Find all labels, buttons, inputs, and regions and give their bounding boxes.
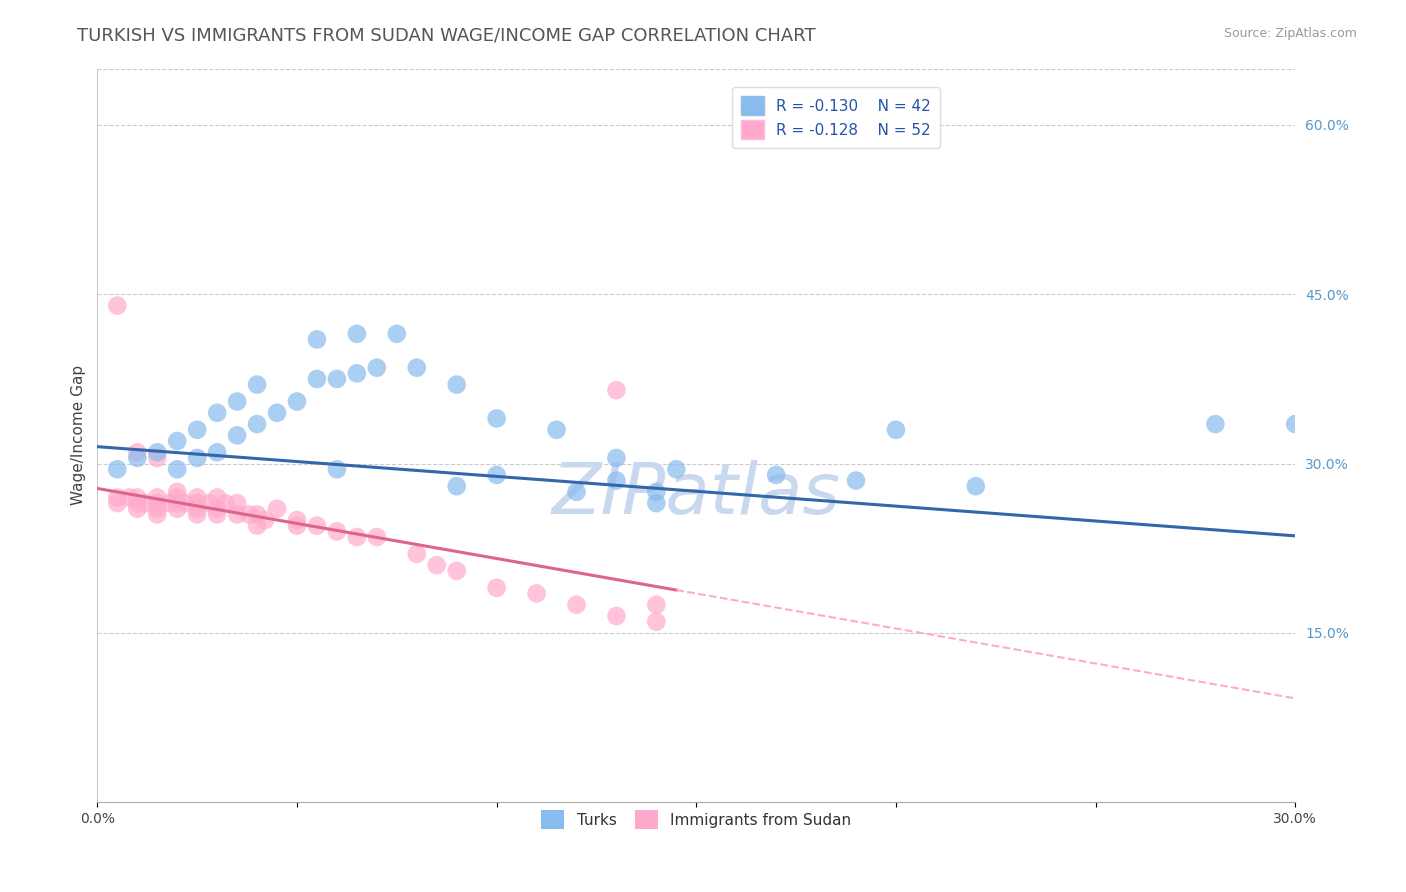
Point [166,462,188,476]
Point [405,547,427,561]
Point [205,445,228,459]
Point [186,491,208,505]
Point [326,372,349,386]
Point [965,479,987,493]
Point [205,491,228,505]
Point [366,530,388,544]
Point [105,462,128,476]
Point [226,496,249,510]
Point [166,496,188,510]
Text: TURKISH VS IMMIGRANTS FROM SUDAN WAGE/INCOME GAP CORRELATION CHART: TURKISH VS IMMIGRANTS FROM SUDAN WAGE/IN… [77,27,815,45]
Point [645,615,668,629]
Point [346,367,368,381]
Point [146,508,169,522]
Point [118,491,141,505]
Point [1204,417,1226,431]
Point [105,496,128,510]
Point [266,501,288,516]
Point [645,598,668,612]
Point [326,524,349,539]
Point [246,508,269,522]
Point [186,501,208,516]
Point [346,326,368,341]
Point [127,445,149,459]
Point [446,479,468,493]
Point [166,501,188,516]
Point [645,484,668,499]
Point [186,496,208,510]
Point [246,417,269,431]
Point [605,383,627,397]
Point [186,508,208,522]
Point [238,508,260,522]
Point [326,462,349,476]
Point [605,450,627,465]
Point [426,558,449,573]
Point [285,518,308,533]
Point [285,394,308,409]
Point [765,467,787,482]
Point [526,586,548,600]
Point [146,491,169,505]
Point [305,518,328,533]
Point [157,496,180,510]
Point [405,360,427,375]
Point [205,508,228,522]
Point [645,496,668,510]
Point [174,496,197,510]
Point [146,445,169,459]
Point [226,508,249,522]
Point [146,501,169,516]
Point [565,598,588,612]
Point [485,581,508,595]
Point [285,513,308,527]
Point [546,423,568,437]
Point [246,377,269,392]
Point [226,428,249,442]
Point [166,484,188,499]
Point [186,423,208,437]
Point [127,450,149,465]
Point [605,609,627,624]
Point [127,496,149,510]
Text: ZIPatlas: ZIPatlas [551,459,841,529]
Point [385,326,408,341]
Point [565,484,588,499]
Point [134,496,156,510]
Point [205,406,228,420]
Point [166,434,188,448]
Point [105,491,128,505]
Point [214,496,236,510]
Text: Source: ZipAtlas.com: Source: ZipAtlas.com [1223,27,1357,40]
Point [146,496,169,510]
Point [346,530,368,544]
Point [246,518,269,533]
Point [305,333,328,347]
Point [127,501,149,516]
Legend: Turks, Immigrants from Sudan: Turks, Immigrants from Sudan [536,804,858,835]
Point [198,496,221,510]
Point [166,491,188,505]
Point [446,564,468,578]
Point [186,450,208,465]
Point [605,474,627,488]
Point [1284,417,1306,431]
Point [226,394,249,409]
Point [446,377,468,392]
Point [485,411,508,425]
Y-axis label: Wage/Income Gap: Wage/Income Gap [72,366,86,506]
Point [146,450,169,465]
Point [485,467,508,482]
Point [884,423,907,437]
Point [366,360,388,375]
Point [266,406,288,420]
Point [105,299,128,313]
Point [305,372,328,386]
Point [127,491,149,505]
Point [845,474,868,488]
Point [205,501,228,516]
Point [665,462,688,476]
Point [254,513,277,527]
